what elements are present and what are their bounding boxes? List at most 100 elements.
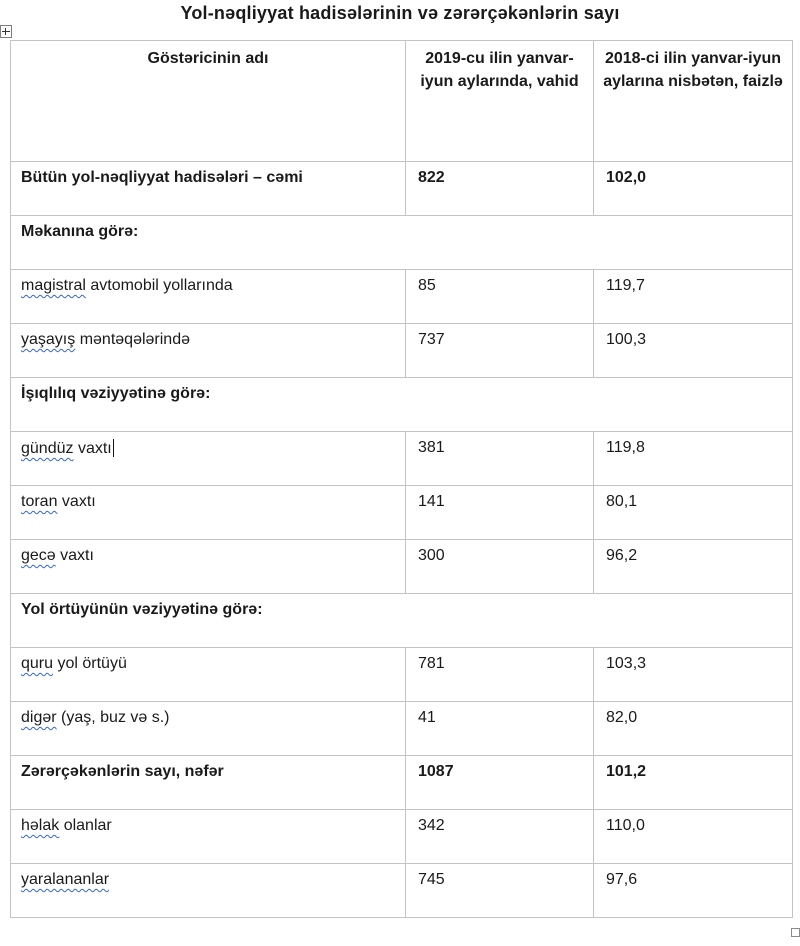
label-text: İşıqlılıq vəziyyətinə görə: — [21, 385, 211, 402]
label-text: Bütün yol-nəqliyyat hadisələri – cəmi — [21, 169, 303, 186]
section-header-cell[interactable]: İşıqlılıq vəziyyətinə görə: — [10, 377, 793, 432]
label-text: Zərərçəkənlərin sayı, nəfər — [21, 763, 224, 780]
row-label: Yol örtüyünün vəziyyətinə görə: — [21, 601, 263, 618]
value-2019-cell[interactable]: 300 — [405, 539, 594, 594]
table-row: yaşayış məntəqələrində 737 100,3 — [10, 323, 793, 378]
percent-2018-cell[interactable]: 82,0 — [593, 701, 793, 756]
table-row: toran vaxtı 141 80,1 — [10, 485, 793, 540]
label-text: Məkanına görə: — [21, 223, 139, 240]
percent-2018-cell[interactable]: 97,6 — [593, 863, 793, 918]
column-header-indicator[interactable]: Göstəricinin adı — [10, 40, 406, 162]
indicator-cell[interactable]: toran vaxtı — [10, 485, 406, 540]
percent-2018-cell[interactable]: 103,3 — [593, 647, 793, 702]
percent-2018-cell[interactable]: 102,0 — [593, 161, 793, 216]
percent-2018: 102,0 — [606, 169, 647, 186]
table-row: gündüz vaxtı 381 119,8 — [10, 431, 793, 486]
percent-2018-cell[interactable]: 96,2 — [593, 539, 793, 594]
value-2019: 745 — [418, 871, 445, 888]
value-2019-cell[interactable]: 745 — [405, 863, 594, 918]
section-row: Məkanına görə: — [10, 215, 793, 270]
indicator-cell[interactable]: gecə vaxtı — [10, 539, 406, 594]
misspelled-word: toran — [21, 493, 58, 510]
row-label: gündüz vaxtı — [21, 439, 114, 457]
percent-2018: 101,2 — [606, 763, 647, 780]
percent-2018-cell[interactable]: 110,0 — [593, 809, 793, 864]
percent-2018: 103,3 — [606, 655, 647, 672]
value-2019: 300 — [418, 547, 445, 564]
label-text: yol örtüyü — [53, 655, 127, 672]
percent-2018-cell[interactable]: 100,3 — [593, 323, 793, 378]
value-2019-cell[interactable]: 822 — [405, 161, 594, 216]
value-2019-cell[interactable]: 781 — [405, 647, 594, 702]
label-text: avtomobil yollarında — [85, 277, 233, 294]
indicator-cell[interactable]: həlak olanlar — [10, 809, 406, 864]
column-header-2019-units[interactable]: 2019-cu ilin yanvar-iyun aylarında, vahi… — [405, 40, 594, 162]
table-container: Göstəricinin adı 2019-cu ilin yanvar-iyu… — [0, 25, 800, 937]
row-label: yaşayış məntəqələrində — [21, 331, 190, 348]
header-row: Göstəricinin adı 2019-cu ilin yanvar-iyu… — [10, 40, 793, 162]
value-2019-cell[interactable]: 41 — [405, 701, 594, 756]
misspelled-word: gündüz — [21, 440, 74, 457]
value-2019: 41 — [418, 709, 436, 726]
section-header-cell[interactable]: Məkanına görə: — [10, 215, 793, 270]
table-body: Bütün yol-nəqliyyat hadisələri – cəmi 822… — [10, 161, 793, 918]
percent-2018-cell[interactable]: 101,2 — [593, 755, 793, 810]
row-label: Zərərçəkənlərin sayı, nəfər — [21, 763, 224, 780]
label-text: (yaş, buz və s.) — [56, 709, 170, 726]
row-label: Bütün yol-nəqliyyat hadisələri – cəmi — [21, 169, 303, 186]
percent-2018: 82,0 — [606, 709, 638, 726]
table-row: digər (yaş, buz və s.) 41 82,0 — [10, 701, 793, 756]
misspelled-word: həlak — [21, 817, 60, 834]
percent-2018-cell[interactable]: 119,7 — [593, 269, 793, 324]
percent-2018-cell[interactable]: 80,1 — [593, 485, 793, 540]
value-2019: 141 — [418, 493, 445, 510]
indicator-cell[interactable]: digər (yaş, buz və s.) — [10, 701, 406, 756]
section-row: Yol örtüyünün vəziyyətinə görə: — [10, 593, 793, 648]
row-label: toran vaxtı — [21, 493, 96, 510]
value-2019: 737 — [418, 331, 445, 348]
value-2019-cell[interactable]: 1087 — [405, 755, 594, 810]
value-2019-cell[interactable]: 85 — [405, 269, 594, 324]
table-row: magistral avtomobil yollarında 85 119,7 — [10, 269, 793, 324]
percent-2018: 119,7 — [606, 277, 645, 294]
indicator-cell[interactable]: gündüz vaxtı — [10, 431, 406, 486]
text-caret — [112, 439, 114, 457]
table-row: yaralananlar 745 97,6 — [10, 863, 793, 918]
indicator-cell[interactable]: Bütün yol-nəqliyyat hadisələri – cəmi — [10, 161, 406, 216]
move-cross-vertical — [5, 28, 6, 35]
row-label: digər (yaş, buz və s.) — [21, 709, 170, 726]
indicator-cell[interactable]: magistral avtomobil yollarında — [10, 269, 406, 324]
label-text: olanlar — [59, 817, 112, 834]
table-move-handle-icon[interactable] — [0, 25, 12, 38]
misspelled-word: yaralananlar — [21, 871, 110, 888]
value-2019-cell[interactable]: 141 — [405, 485, 594, 540]
table-resize-handle-icon[interactable] — [791, 928, 800, 937]
indicator-cell[interactable]: yaşayış məntəqələrində — [10, 323, 406, 378]
row-label: yaralananlar — [21, 871, 109, 888]
value-2019-cell[interactable]: 737 — [405, 323, 594, 378]
percent-2018-cell[interactable]: 119,8 — [593, 431, 793, 486]
label-text: məntəqələrində — [75, 331, 190, 348]
table-row: gecə vaxtı 300 96,2 — [10, 539, 793, 594]
value-2019: 822 — [418, 169, 445, 186]
value-2019: 781 — [418, 655, 445, 672]
value-2019-cell[interactable]: 381 — [405, 431, 594, 486]
misspelled-word: quru — [21, 655, 54, 672]
indicator-cell[interactable]: quru yol örtüyü — [10, 647, 406, 702]
misspelled-word: yaşayış — [21, 331, 76, 348]
indicator-cell[interactable]: Zərərçəkənlərin sayı, nəfər — [10, 755, 406, 810]
indicator-cell[interactable]: yaralananlar — [10, 863, 406, 918]
value-2019: 342 — [418, 817, 445, 834]
percent-2018: 110,0 — [606, 817, 645, 834]
row-label: quru yol örtüyü — [21, 655, 127, 672]
column-header-2018-percent[interactable]: 2018-ci ilin yanvar-iyun aylarına nisbət… — [593, 40, 793, 162]
table-row: həlak olanlar 342 110,0 — [10, 809, 793, 864]
table-row: quru yol örtüyü 781 103,3 — [10, 647, 793, 702]
misspelled-word: magistral — [21, 277, 86, 294]
value-2019-cell[interactable]: 342 — [405, 809, 594, 864]
section-header-cell[interactable]: Yol örtüyünün vəziyyətinə görə: — [10, 593, 793, 648]
percent-2018: 80,1 — [606, 493, 638, 510]
label-text: vaxtı — [73, 440, 112, 457]
percent-2018: 100,3 — [606, 331, 647, 348]
section-row: İşıqlılıq vəziyyətinə görə: — [10, 377, 793, 432]
